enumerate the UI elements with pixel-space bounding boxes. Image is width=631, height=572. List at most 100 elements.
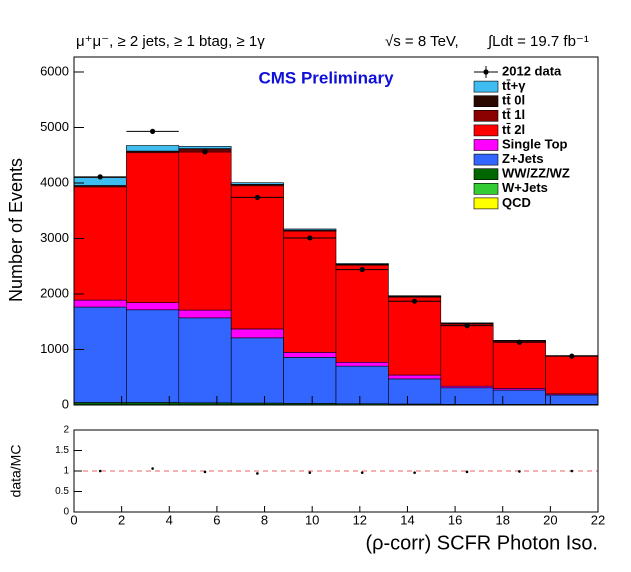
x-tick-label: 16 xyxy=(448,512,462,527)
legend-label: tt̄+γ xyxy=(502,78,526,93)
y-axis-label: data/MC xyxy=(8,445,24,498)
x-axis-label: (ρ-corr) SCFR Photon Iso. xyxy=(365,532,598,554)
legend-label: QCD xyxy=(502,195,531,210)
bar-segment xyxy=(283,230,337,353)
bar-segment xyxy=(126,309,180,403)
bar-segment xyxy=(545,355,599,395)
bar-segment xyxy=(335,365,389,405)
data-point xyxy=(359,266,365,273)
legend-label: tt̄ 1l xyxy=(502,107,525,122)
data-point xyxy=(256,472,259,475)
data-point xyxy=(412,298,418,304)
legend-label: Single Top xyxy=(502,136,568,151)
legend-label: Z+Jets xyxy=(502,151,544,166)
annotation: √s = 8 TeV, xyxy=(385,33,459,50)
legend-swatch xyxy=(473,197,499,210)
data-point xyxy=(307,235,313,241)
chart-title: μ⁺μ⁻, ≥ 2 jets, ≥ 1 btag, ≥ 1γ xyxy=(76,33,265,50)
bar-segment xyxy=(126,402,180,406)
x-tick-label: 18 xyxy=(495,512,509,527)
legend-swatch xyxy=(473,183,499,195)
bar-segment xyxy=(440,387,494,405)
bar-segment xyxy=(126,302,180,311)
data-point xyxy=(151,467,154,470)
legend-swatch xyxy=(473,110,499,122)
annotation: CMS Preliminary xyxy=(258,68,394,87)
plot-frame xyxy=(73,429,599,513)
bar-segment xyxy=(283,357,337,404)
data-point xyxy=(465,470,469,474)
bar-segment xyxy=(335,264,389,363)
data-point xyxy=(516,339,523,345)
bar-segment xyxy=(335,263,389,265)
bar-segment xyxy=(126,152,180,303)
y-tick-label: 3000 xyxy=(40,230,69,245)
bar-segment xyxy=(126,145,180,152)
bar-segment xyxy=(178,317,232,404)
data-point xyxy=(150,128,156,134)
x-tick-label: 6 xyxy=(213,512,220,527)
data-point xyxy=(203,470,207,474)
data-point xyxy=(254,194,260,201)
bar-segment xyxy=(230,337,284,404)
data-point xyxy=(570,469,574,473)
bar-segment xyxy=(230,185,284,330)
legend-swatch xyxy=(473,153,499,166)
bar-segment xyxy=(230,182,284,185)
bar-segment xyxy=(388,296,442,376)
x-tick-label: 14 xyxy=(400,512,414,527)
y-tick-label: 5000 xyxy=(40,119,69,134)
data-point xyxy=(97,174,103,180)
bar-segment xyxy=(388,295,442,297)
bar-segment xyxy=(335,361,389,367)
legend-label: WW/ZZ/WZ xyxy=(502,166,570,181)
bar-segment xyxy=(178,146,232,149)
legend-swatch xyxy=(473,80,499,93)
bar-segment xyxy=(440,323,494,387)
data-point xyxy=(518,470,521,473)
legend-marker xyxy=(483,69,489,75)
bar-segment xyxy=(388,374,442,380)
bar-segment xyxy=(545,394,599,405)
bar-segment xyxy=(283,352,337,358)
y-axis-label: Number of Events xyxy=(6,158,26,302)
x-tick-label: 20 xyxy=(543,512,557,527)
x-tick-label: 22 xyxy=(591,512,605,527)
legend-label: tt̄ 2l xyxy=(502,122,525,137)
x-tick-label: 10 xyxy=(305,512,319,527)
legend-label: 2012 data xyxy=(502,63,562,78)
bar-segment xyxy=(73,299,127,308)
plot-frame xyxy=(73,56,599,406)
y-tick-label: 1 xyxy=(63,466,69,477)
y-tick-label: 1.5 xyxy=(55,445,69,456)
data-point xyxy=(569,353,575,359)
bar-segment xyxy=(73,186,127,301)
x-tick-label: 8 xyxy=(261,512,268,527)
x-tick-label: 0 xyxy=(70,512,77,527)
y-tick-label: 1000 xyxy=(40,341,69,356)
legend-swatch xyxy=(473,139,499,151)
data-point xyxy=(202,149,208,155)
bar-segment xyxy=(492,340,546,389)
x-tick-label: 12 xyxy=(353,512,367,527)
bar-segment xyxy=(283,228,337,231)
y-tick-label: 6000 xyxy=(40,63,69,78)
x-tick-label: 2 xyxy=(118,512,125,527)
data-point xyxy=(360,471,364,474)
y-tick-label: 2000 xyxy=(40,285,69,300)
data-point xyxy=(98,469,102,473)
legend-label: tt̄ 0l xyxy=(502,93,525,108)
x-tick-label: 4 xyxy=(166,512,173,527)
y-tick-label: 0 xyxy=(63,507,69,518)
data-point xyxy=(464,323,470,329)
y-tick-label: 0.5 xyxy=(55,486,69,497)
data-point xyxy=(308,471,312,474)
bar-segment xyxy=(178,309,232,319)
legend-swatch xyxy=(473,168,499,180)
y-tick-label: 2 xyxy=(63,425,69,436)
bar-segment xyxy=(73,402,127,406)
bar-segment xyxy=(178,149,232,311)
y-tick-label: 0 xyxy=(62,396,69,411)
bar-segment xyxy=(388,378,442,405)
